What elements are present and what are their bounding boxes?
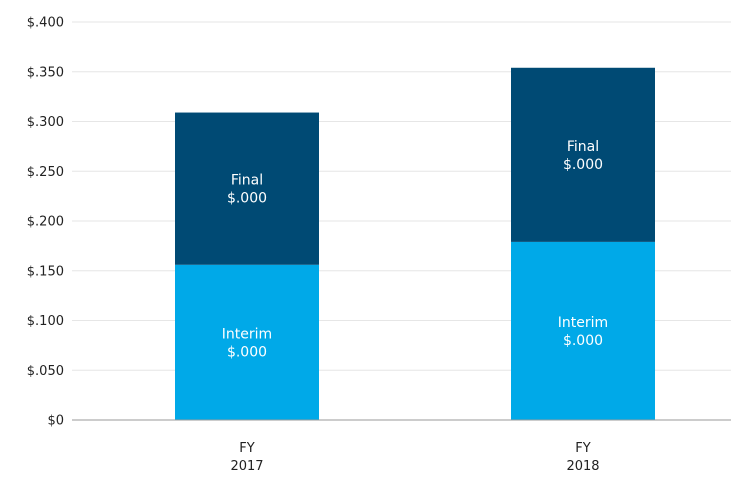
- bars: Interim $.000 Final $.000 Interim $.000 Final $…: [175, 67, 655, 420]
- bar-interim-segment: [511, 241, 655, 420]
- segment-name-label: Final: [567, 139, 599, 155]
- y-tick-label: $.350: [27, 65, 64, 80]
- x-tick-label-line1: FY: [239, 441, 254, 456]
- bar-interim-segment: [175, 264, 319, 420]
- y-tick-label: $.150: [27, 264, 64, 279]
- segment-value-label: $.000: [563, 333, 603, 349]
- x-axis: FY 2017 FY 2018: [230, 441, 599, 474]
- y-axis: $0 $.050 $.100 $.150 $.200 $.250 $.300 $.350 $.4…: [27, 16, 64, 429]
- y-tick-label: $.200: [27, 215, 64, 230]
- bar-final-segment: [511, 67, 655, 242]
- y-tick-label: $0: [47, 414, 64, 429]
- y-tick-label: $.250: [27, 165, 64, 180]
- segment-name-label: Interim: [222, 326, 272, 342]
- x-tick-label-line2: 2017: [230, 459, 263, 474]
- y-tick-label: $.100: [27, 314, 64, 329]
- y-tick-label: $.050: [27, 364, 64, 379]
- segment-value-label: $.000: [227, 344, 267, 360]
- segment-name-label: Interim: [558, 315, 608, 331]
- segment-value-label: $.000: [563, 157, 603, 173]
- segment-value-label: $.000: [227, 191, 267, 207]
- y-tick-label: $.300: [27, 115, 64, 130]
- x-tick-label-line2: 2018: [566, 459, 599, 474]
- x-tick-label-line1: FY: [575, 441, 590, 456]
- segment-name-label: Final: [231, 173, 263, 189]
- bar-final-segment: [175, 112, 319, 265]
- y-tick-label: $.400: [27, 16, 64, 31]
